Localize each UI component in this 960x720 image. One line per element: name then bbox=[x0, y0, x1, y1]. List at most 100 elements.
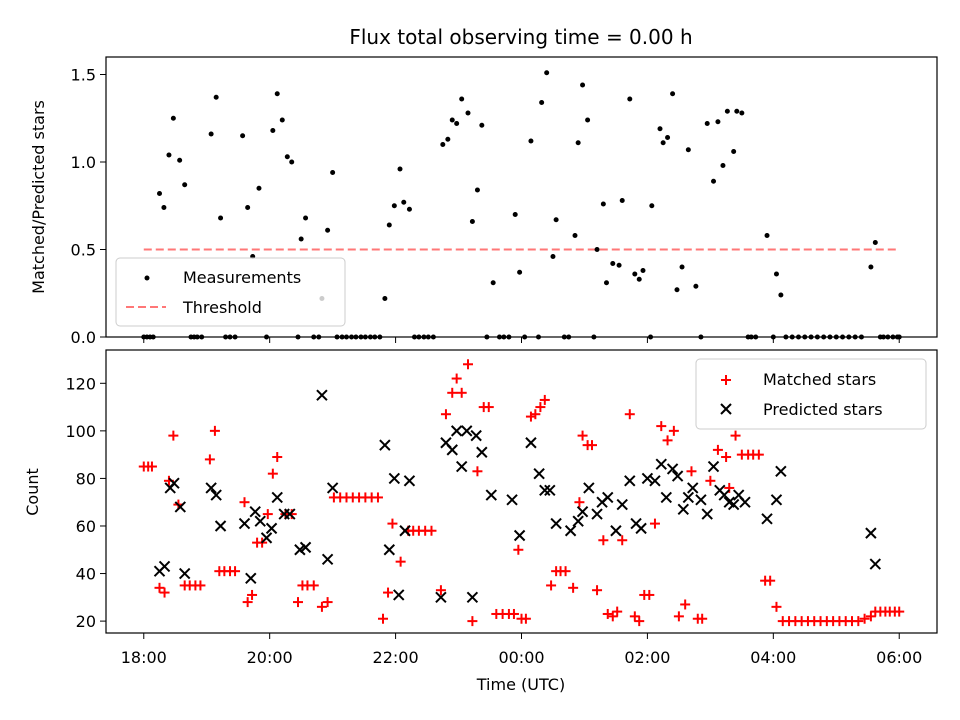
measurement-point bbox=[177, 157, 183, 163]
measurement-point bbox=[411, 334, 417, 340]
measurement-point bbox=[401, 199, 407, 205]
x-tick-label: 18:00 bbox=[121, 648, 167, 667]
legend-label-predicted: Predicted stars bbox=[763, 400, 883, 419]
matched-star-point bbox=[395, 556, 406, 567]
matched-star-point bbox=[372, 492, 383, 503]
measurement-point bbox=[227, 334, 233, 340]
matched-star-point bbox=[753, 449, 764, 460]
predicted-star-point bbox=[539, 484, 551, 497]
measurement-point bbox=[674, 287, 680, 293]
matched-star-point bbox=[247, 589, 258, 600]
measurement-point bbox=[349, 334, 355, 340]
measurement-point bbox=[484, 334, 490, 340]
predicted-star-point bbox=[168, 477, 180, 489]
predicted-star-point bbox=[321, 553, 334, 565]
measurement-point bbox=[896, 334, 902, 340]
predicted-star-point bbox=[727, 498, 740, 511]
measurement-point bbox=[657, 126, 663, 132]
measurement-point bbox=[303, 215, 309, 221]
measurement-point bbox=[649, 203, 655, 209]
measurement-point bbox=[846, 334, 852, 340]
predicted-star-point bbox=[649, 475, 661, 487]
matched-star-point bbox=[272, 452, 283, 463]
matched-star-point bbox=[612, 606, 623, 617]
matched-star-point bbox=[316, 601, 327, 612]
measurement-point bbox=[660, 140, 666, 146]
predicted-star-point bbox=[238, 517, 251, 530]
matched-star-point bbox=[644, 589, 655, 600]
predicted-star-point bbox=[544, 484, 556, 497]
measurement-point bbox=[397, 166, 403, 172]
predicted-star-point bbox=[271, 491, 283, 504]
measurement-point bbox=[406, 206, 412, 212]
matched-star-point bbox=[859, 613, 870, 624]
measurement-point bbox=[465, 110, 471, 116]
measurement-point bbox=[594, 247, 600, 252]
matched-star-point bbox=[239, 497, 250, 508]
predicted-star-point bbox=[576, 506, 589, 518]
measurement-point bbox=[245, 205, 251, 210]
predicted-star-point bbox=[641, 472, 654, 485]
predicted-star-point bbox=[178, 567, 191, 580]
matched-star-point bbox=[530, 409, 541, 420]
predicted-star-point bbox=[260, 532, 273, 544]
matched-star-point bbox=[574, 497, 585, 508]
measurement-point bbox=[704, 121, 710, 126]
measurement-point bbox=[298, 236, 304, 242]
matched-star-point bbox=[668, 425, 679, 436]
predicted-star-point bbox=[677, 503, 690, 516]
measurement-point bbox=[522, 334, 528, 340]
top-legend: Measurements Threshold bbox=[115, 257, 346, 327]
measurement-point bbox=[311, 334, 317, 340]
measurement-point bbox=[150, 334, 156, 340]
measurement-point bbox=[264, 334, 270, 340]
measurement-point bbox=[561, 334, 567, 340]
measurement-point bbox=[386, 222, 392, 228]
measurement-point bbox=[194, 334, 200, 340]
predicted-star-point bbox=[660, 491, 673, 504]
measurement-point bbox=[821, 334, 827, 340]
measurement-point bbox=[279, 117, 285, 123]
measurement-point bbox=[274, 91, 280, 97]
predicted-star-point bbox=[718, 489, 730, 501]
measurement-point bbox=[339, 334, 345, 340]
top-legend-box bbox=[115, 257, 346, 327]
predicted-star-point bbox=[666, 463, 679, 475]
measurement-point bbox=[284, 154, 290, 160]
bottom-legend-box bbox=[695, 358, 927, 430]
measurement-point bbox=[316, 334, 322, 340]
measurement-point bbox=[731, 149, 737, 154]
x-tick-label: 00:00 bbox=[498, 648, 544, 667]
predicted-star-point bbox=[564, 525, 577, 537]
matched-star-point bbox=[513, 544, 524, 555]
predicted-star-point bbox=[635, 522, 647, 535]
measurement-point bbox=[814, 334, 820, 340]
measurement-point bbox=[223, 334, 229, 340]
predicted-star-point bbox=[399, 525, 411, 537]
matched-star-point bbox=[598, 535, 609, 546]
measurement-point bbox=[773, 271, 779, 277]
predicted-star-point bbox=[383, 544, 396, 556]
measurement-point bbox=[535, 334, 541, 340]
measurement-point bbox=[330, 170, 336, 175]
matched-star-point bbox=[592, 585, 603, 596]
matched-star-point bbox=[617, 535, 628, 546]
y-tick-label: 1.0 bbox=[71, 153, 96, 172]
measurement-point bbox=[550, 254, 556, 259]
matched-star-point bbox=[242, 597, 253, 608]
measurement-point bbox=[218, 215, 224, 221]
predicted-star-point bbox=[739, 496, 751, 508]
predicted-star-point bbox=[602, 491, 614, 504]
predicted-star-point bbox=[506, 494, 518, 506]
measurement-point bbox=[449, 117, 455, 123]
measurement-point bbox=[610, 261, 616, 266]
predicted-star-point bbox=[707, 460, 720, 473]
measurement-point bbox=[459, 96, 465, 102]
predicted-star-point bbox=[174, 501, 186, 513]
measurement-point bbox=[575, 140, 581, 146]
predicted-star-point bbox=[265, 522, 278, 535]
matched-star-point bbox=[673, 611, 684, 622]
measurement-point bbox=[421, 334, 427, 340]
legend-marker-matched bbox=[721, 375, 731, 385]
